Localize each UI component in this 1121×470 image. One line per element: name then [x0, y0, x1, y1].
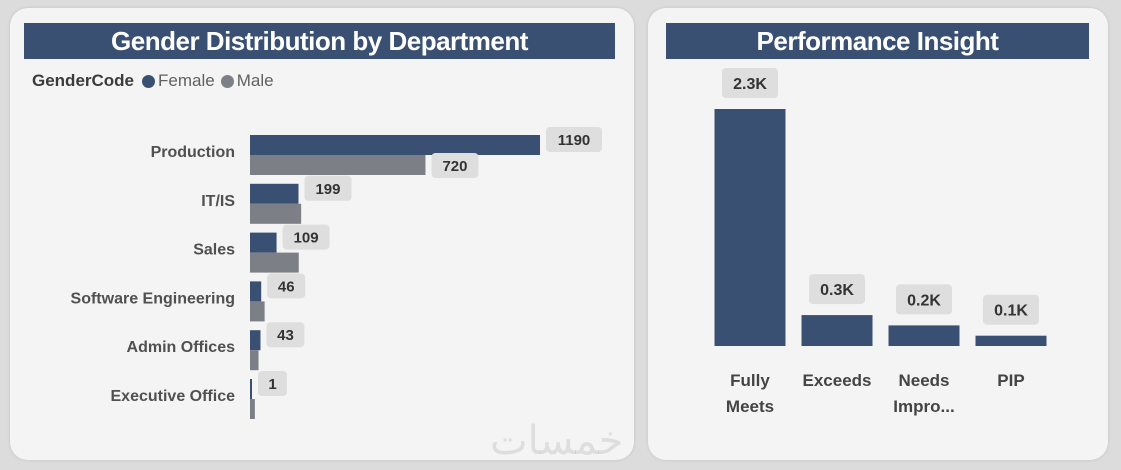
data-label-pip: 0.1K	[994, 303, 1028, 320]
performance-panel: Performance Insight 2.3K Fully Meets 0.3K Ex…	[648, 8, 1108, 460]
category-label-exceeds-0: Exceeds	[803, 371, 872, 390]
category-label-needs-impro-1: Impro...	[893, 397, 954, 416]
bar-female-it-is	[250, 183, 299, 204]
data-label-female-executive-office: 1	[268, 376, 276, 393]
data-label-needs-impro: 0.2K	[907, 292, 941, 309]
data-label-exceeds: 0.3K	[820, 282, 854, 299]
bar-female-software-engineering	[250, 281, 262, 302]
data-label-bg-female-production	[546, 127, 602, 152]
category-label-fully-meets-1: Meets	[726, 397, 774, 416]
bar-male-executive-office	[250, 399, 255, 419]
data-label-bg-fully-meets	[722, 68, 778, 98]
data-label-bg-exceeds	[809, 274, 865, 305]
data-label-female-admin-offices: 43	[277, 327, 294, 344]
legend-item-male[interactable]: Male	[220, 71, 274, 91]
data-label-female-software-engineering: 46	[278, 278, 295, 295]
legend-label-female: Female	[158, 71, 215, 90]
category-label-production: Production	[151, 144, 235, 161]
category-label-needs-impro-0: Needs	[898, 371, 949, 390]
legend-dot-male	[220, 74, 234, 88]
bar-needs-impro	[888, 325, 960, 346]
data-label-bg-female-admin-offices	[266, 322, 305, 348]
category-label-admin-offices: Admin Offices	[127, 339, 236, 356]
legend-item-female[interactable]: Female	[142, 71, 215, 91]
data-label-female-it-is: 199	[315, 181, 340, 198]
bar-female-production	[250, 135, 540, 155]
bar-male-production	[250, 155, 426, 175]
data-label-bg-male-production	[431, 153, 479, 178]
category-label-executive-office: Executive Office	[111, 388, 236, 405]
category-label-fully-meets-0: Fully	[730, 371, 770, 390]
bar-exceeds	[801, 315, 873, 346]
data-label-bg-female-executive-office	[258, 371, 287, 396]
data-label-bg-female-it-is	[304, 175, 352, 201]
bar-male-it-is	[250, 203, 302, 224]
data-label-female-production: 1190	[558, 132, 591, 149]
data-label-bg-female-sales	[282, 224, 330, 250]
legend-dot-female	[142, 74, 156, 88]
data-label-fully-meets: 2.3K	[733, 76, 767, 93]
bar-pip	[975, 335, 1047, 346]
bar-male-software-engineering	[250, 301, 265, 322]
data-label-female-sales: 109	[294, 230, 319, 247]
data-label-male-production: 720	[442, 158, 467, 175]
category-label-sales: Sales	[193, 242, 235, 259]
data-label-bg-needs-impro	[896, 284, 952, 315]
bar-female-admin-offices	[250, 330, 261, 351]
gender-legend: GenderCode Female Male	[32, 71, 280, 91]
performance-chart-title: Performance Insight	[666, 23, 1089, 59]
gender-chart-title: Gender Distribution by Department	[24, 23, 615, 59]
category-label-software-engineering: Software Engineering	[71, 290, 235, 307]
bar-female-sales	[250, 232, 277, 253]
bar-fully-meets	[714, 109, 786, 346]
gender-bar-chart: Production 1190 720 IT/IS 199 Sales 109 Softwar…	[71, 127, 602, 419]
data-label-bg-female-software-engineering	[267, 273, 306, 299]
gender-distribution-panel: Gender Distribution by Department Gender…	[10, 8, 634, 460]
category-label-pip-0: PIP	[997, 371, 1024, 390]
data-label-bg-pip	[983, 294, 1039, 325]
watermark: خمسات	[490, 418, 624, 464]
bar-female-executive-office	[250, 379, 252, 399]
bar-male-sales	[250, 252, 299, 273]
legend-title: GenderCode	[32, 71, 135, 90]
performance-bar-chart: 2.3K Fully Meets 0.3K Exceeds 0.2K Needs Impro.…	[714, 68, 1047, 416]
bar-male-admin-offices	[250, 350, 259, 371]
legend-label-male: Male	[236, 71, 274, 90]
category-label-it-is: IT/IS	[201, 193, 235, 210]
